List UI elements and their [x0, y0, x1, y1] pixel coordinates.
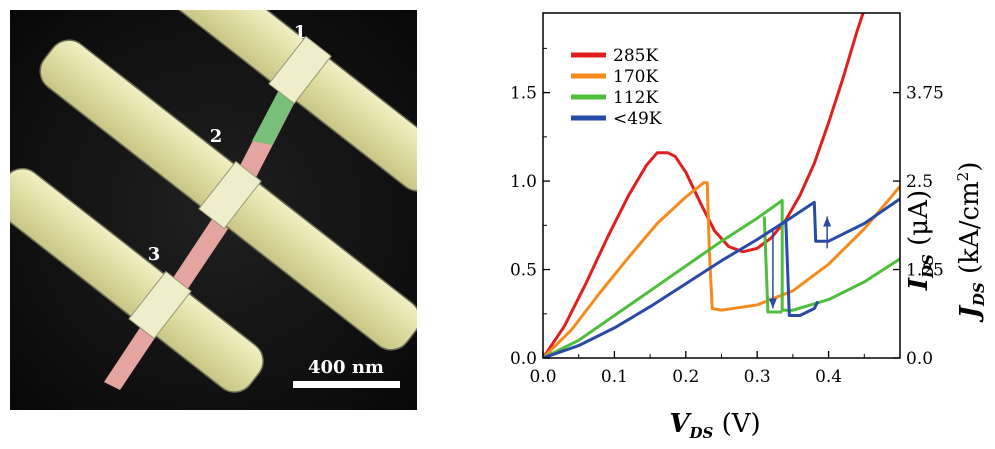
scale-bar [293, 381, 400, 388]
x-axis-title: VDS (V) [669, 409, 760, 442]
series-hysteresis-2 [762, 216, 783, 314]
x-tick-label: 0.4 [815, 367, 842, 387]
y2-tick-label: 1.25 [906, 261, 944, 281]
legend-label: <49K [613, 109, 662, 129]
electrode-3 [10, 167, 264, 393]
electrode-1 [152, 10, 417, 192]
electrode-label-3: 3 [148, 244, 161, 265]
series-hysteresis-3 [784, 219, 820, 317]
x-tick-label: 0.1 [601, 367, 628, 387]
y-tick-label: 0.0 [510, 349, 537, 369]
y-tick-label: 1.5 [510, 84, 537, 104]
legend-label: 285K [613, 46, 658, 66]
series-line-2 [543, 199, 900, 358]
y-tick-label: 0.5 [510, 261, 537, 281]
legend-label: 112K [613, 88, 658, 108]
hysteresis-arrowhead [823, 216, 832, 227]
electrode-label-1: 1 [294, 22, 307, 43]
series-line-1 [543, 181, 900, 358]
x-tick-label: 0.0 [529, 367, 556, 387]
electrode-label-2: 2 [210, 126, 223, 147]
series-line-0 [543, 13, 865, 358]
y-axis-title: IDS (μA) [904, 190, 937, 291]
scale-bar-label: 400 nm [308, 357, 384, 378]
y2-tick-label: 3.75 [906, 84, 944, 104]
x-tick-label: 0.2 [672, 367, 699, 387]
y2-tick-label: 2.5 [906, 172, 933, 192]
x-tick-label: 0.3 [744, 367, 771, 387]
y2-axis-title: JDS (kA/cm2) [954, 162, 988, 324]
series-line-3 [543, 197, 900, 358]
legend-label: 170K [613, 67, 658, 87]
sem-micrograph: 1 2 3 400 nm [10, 10, 417, 410]
iv-chart: 0.0 0.1 0.2 0.3 0.4 0.0 0.5 1.0 1.5 0.0 1.25 2.5 3.7… [510, 12, 988, 442]
y2-tick-label: 0.0 [906, 349, 933, 369]
hysteresis-arrowhead [768, 298, 777, 309]
y-tick-label: 1.0 [510, 172, 537, 192]
electrode-2 [39, 39, 417, 351]
